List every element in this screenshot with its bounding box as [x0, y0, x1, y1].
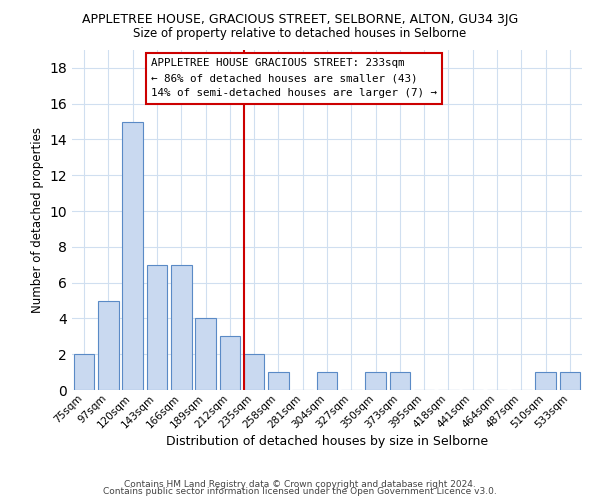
- Bar: [98, 300, 119, 390]
- Text: Size of property relative to detached houses in Selborne: Size of property relative to detached ho…: [133, 28, 467, 40]
- Bar: [195, 318, 216, 390]
- Text: APPLETREE HOUSE GRACIOUS STREET: 233sqm
← 86% of detached houses are smaller (43: APPLETREE HOUSE GRACIOUS STREET: 233sqm …: [151, 58, 437, 98]
- Bar: [220, 336, 240, 390]
- Text: Contains public sector information licensed under the Open Government Licence v3: Contains public sector information licen…: [103, 488, 497, 496]
- Bar: [560, 372, 580, 390]
- Bar: [389, 372, 410, 390]
- Text: Contains HM Land Registry data © Crown copyright and database right 2024.: Contains HM Land Registry data © Crown c…: [124, 480, 476, 489]
- Bar: [122, 122, 143, 390]
- Text: APPLETREE HOUSE, GRACIOUS STREET, SELBORNE, ALTON, GU34 3JG: APPLETREE HOUSE, GRACIOUS STREET, SELBOR…: [82, 12, 518, 26]
- Y-axis label: Number of detached properties: Number of detached properties: [31, 127, 44, 313]
- Bar: [317, 372, 337, 390]
- X-axis label: Distribution of detached houses by size in Selborne: Distribution of detached houses by size …: [166, 435, 488, 448]
- Bar: [146, 264, 167, 390]
- Bar: [74, 354, 94, 390]
- Bar: [535, 372, 556, 390]
- Bar: [244, 354, 265, 390]
- Bar: [171, 264, 191, 390]
- Bar: [268, 372, 289, 390]
- Bar: [365, 372, 386, 390]
